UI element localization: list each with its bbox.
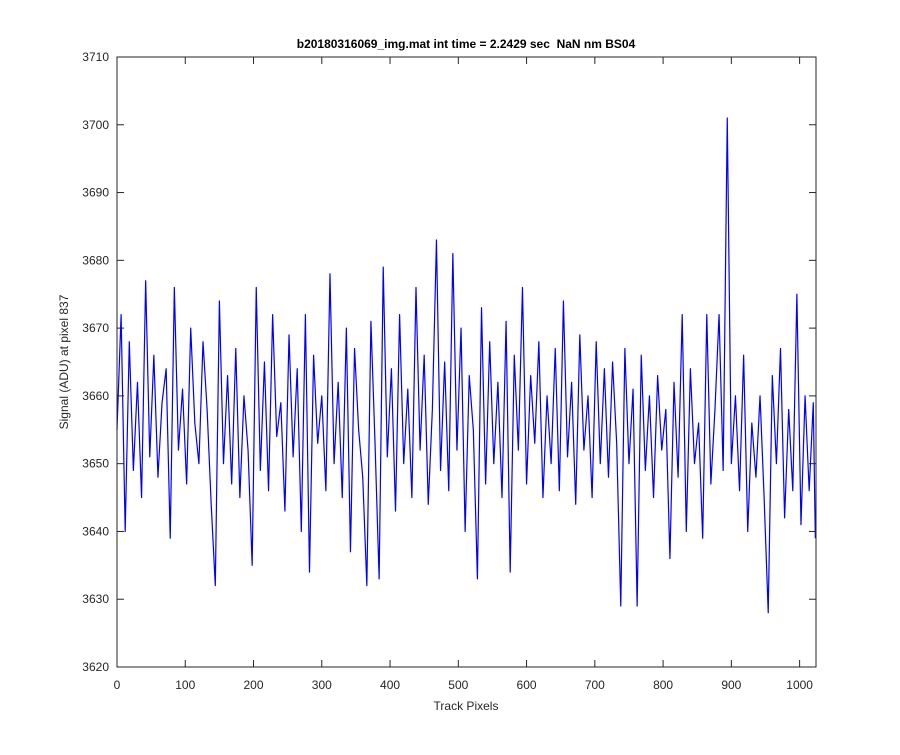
data-line: [116, 117, 816, 614]
x-tick-label: 100: [175, 678, 195, 692]
x-tick-label: 900: [721, 678, 741, 692]
y-tick-label: 3710: [82, 50, 109, 64]
x-tick-label: 200: [244, 678, 264, 692]
x-tick-label: 700: [585, 678, 605, 692]
y-tick-label: 3660: [82, 389, 109, 403]
y-tick-label: 3650: [82, 457, 109, 471]
y-axis-label: Signal (ADU) at pixel 837: [57, 294, 71, 429]
y-tick-label: 3690: [82, 186, 109, 200]
x-tick-label: 500: [448, 678, 468, 692]
axes-box: [116, 56, 817, 668]
y-tick-label: 3640: [82, 524, 109, 538]
x-tick-label: 0: [114, 678, 121, 692]
x-tick-label: 1000: [786, 678, 813, 692]
y-tick-label: 3680: [82, 253, 109, 267]
y-tick-label: 3630: [82, 592, 109, 606]
x-tick-label: 300: [312, 678, 332, 692]
y-tick-label: 3620: [82, 660, 109, 674]
x-tick-label: 600: [517, 678, 537, 692]
x-tick-label: 400: [380, 678, 400, 692]
y-tick-label: 3670: [82, 321, 109, 335]
x-axis-label: Track Pixels: [434, 699, 499, 713]
chart-title: b20180316069_img.mat int time = 2.2429 s…: [297, 37, 636, 51]
x-tick-label: 800: [653, 678, 673, 692]
y-tick-label: 3700: [82, 118, 109, 132]
